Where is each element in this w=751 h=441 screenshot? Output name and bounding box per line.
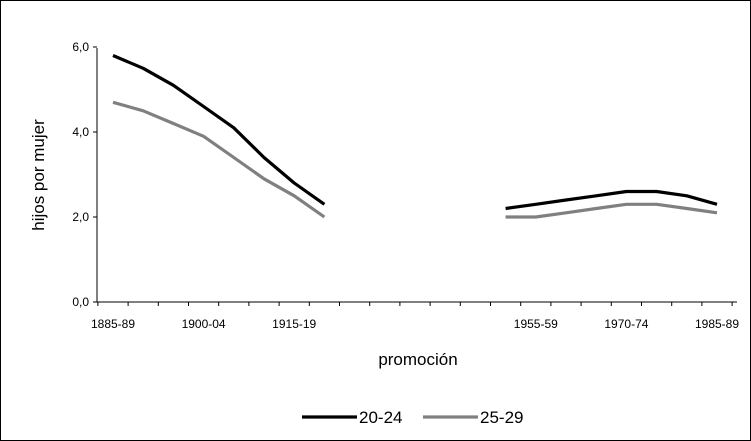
y-tick-label: 2,0 [72, 210, 89, 224]
x-tick-label: 1885-89 [91, 317, 135, 331]
x-tick-label: 1970-74 [604, 317, 648, 331]
y-tick-label: 4,0 [72, 125, 89, 139]
legend-label: 25-29 [480, 408, 523, 427]
x-tick-label: 1985-89 [695, 317, 739, 331]
series-line-20-24 [112, 54, 326, 206]
x-axis-label: promoción [378, 350, 457, 369]
series-line-25-29 [112, 100, 326, 219]
x-tick-label: 1915-19 [272, 317, 316, 331]
series-line-20-24 [505, 189, 718, 211]
y-tick-label: 0,0 [72, 295, 89, 309]
legend: 20-24 25-29 [302, 408, 523, 427]
legend-label: 20-24 [359, 408, 402, 427]
x-tick-label: 1900-04 [182, 317, 226, 331]
y-tick-label: 6,0 [72, 40, 89, 54]
series-line-25-29 [505, 202, 718, 219]
y-axis-label: hijos por mujer [29, 119, 48, 231]
x-tick-label: 1955-59 [514, 317, 558, 331]
